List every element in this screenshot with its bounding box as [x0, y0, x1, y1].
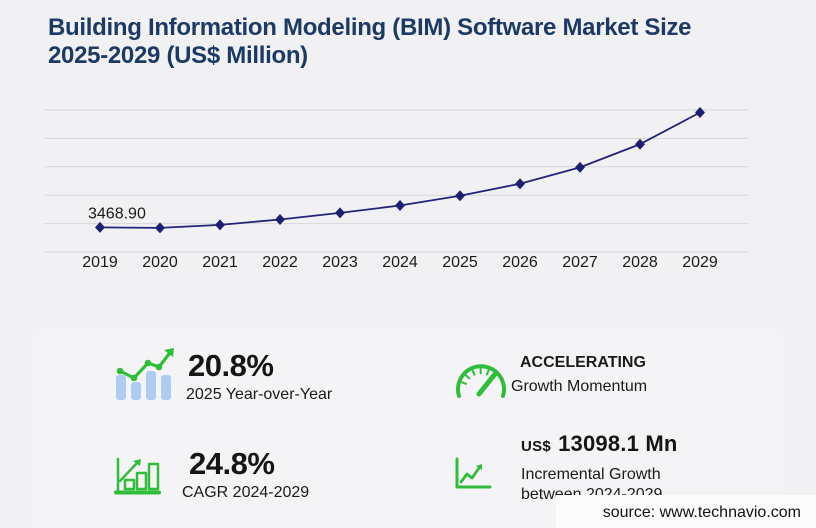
x-axis-label: 2029: [682, 254, 718, 271]
data-point: [155, 222, 165, 234]
x-axis-label: 2025: [442, 254, 478, 271]
x-axis-label: 2026: [502, 254, 538, 271]
data-point: [635, 138, 645, 150]
x-axis-label: 2028: [622, 254, 658, 271]
x-axis-label: 2024: [382, 254, 418, 271]
data-point: [455, 190, 465, 202]
data-point: [215, 219, 225, 231]
source-credit: source: www.technavio.com: [602, 504, 801, 521]
yoy-label: 2025 Year-over-Year: [186, 386, 333, 403]
yoy-value: 20.8%: [188, 348, 274, 383]
page-title: Building Information Modeling (BIM) Soft…: [48, 14, 772, 70]
gauge-icon: [456, 364, 506, 398]
incremental-currency: US$: [521, 438, 552, 455]
x-axis-label: 2022: [262, 254, 298, 271]
data-point-label: 3468.90: [88, 205, 146, 222]
momentum-status: ACCELERATING: [520, 354, 646, 371]
x-axis-label: 2027: [562, 254, 598, 271]
data-point: [335, 207, 345, 219]
cagr-value: 24.8%: [189, 446, 275, 481]
data-point: [275, 214, 285, 225]
incremental-value: 13098.1 Mn: [558, 431, 678, 456]
incremental-value-row: US$ 13098.1 Mn: [521, 431, 678, 457]
momentum-label: Growth Momentum: [511, 378, 648, 395]
bar-trend-icon: [116, 348, 174, 400]
x-axis-label: 2023: [322, 254, 358, 271]
data-point: [95, 221, 105, 233]
x-axis-label: 2019: [82, 254, 118, 271]
growth-bars-icon: [114, 457, 161, 495]
data-point: [695, 107, 705, 118]
stats-panel: [33, 329, 783, 528]
axis-trend-icon: [455, 457, 492, 489]
page-title-line2: 2025-2029 (US$ Million): [48, 42, 308, 69]
data-point: [575, 161, 585, 173]
market-size-chart: 2019 2020 2021 2022 2023 2024 2025 2026 2027 2028…: [45, 107, 748, 271]
source-chip: [556, 495, 816, 528]
cagr-label: CAGR 2024-2029: [182, 484, 310, 501]
incremental-label-line1: Incremental Growth: [521, 466, 661, 483]
page-title-line1: Building Information Modeling (BIM) Soft…: [48, 14, 692, 41]
x-axis-label: 2021: [202, 254, 238, 271]
x-axis-label: 2020: [142, 254, 178, 271]
data-point: [515, 178, 525, 190]
data-point: [395, 200, 405, 211]
